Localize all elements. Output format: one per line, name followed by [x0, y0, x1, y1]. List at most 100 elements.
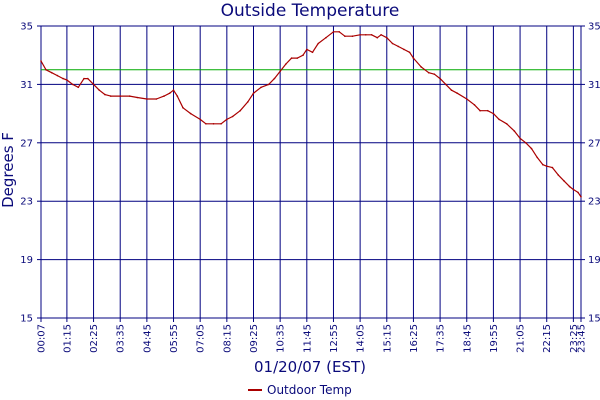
x-tick-label: 11:45: [302, 324, 313, 353]
data-point: [542, 163, 544, 166]
data-point: [427, 71, 430, 74]
data-point: [247, 101, 249, 103]
data-point: [267, 83, 270, 86]
data-point: [239, 109, 241, 112]
x-tick-label: 17:35: [436, 324, 447, 353]
x-tick-label: 08:15: [222, 324, 233, 353]
data-point: [71, 83, 74, 86]
data-point: [50, 71, 53, 74]
data-point: [479, 109, 481, 112]
data-point: [473, 104, 476, 106]
y-tick-label-left: 23: [20, 197, 33, 208]
y-tick-label-right: 15: [588, 314, 600, 325]
data-point: [311, 51, 314, 54]
y-tick-label-right: 27: [588, 138, 600, 149]
data-point: [189, 112, 192, 115]
data-point: [155, 98, 158, 100]
data-point: [505, 123, 508, 125]
data-point: [56, 74, 59, 77]
data-point: [498, 118, 500, 121]
x-tick-label: 18:45: [462, 324, 473, 353]
data-point: [87, 77, 89, 80]
data-point: [338, 31, 341, 33]
y-tick-label-right: 19: [588, 255, 600, 266]
plot-area: [40, 25, 582, 319]
data-point: [408, 51, 411, 54]
data-point: [370, 34, 373, 36]
data-point: [83, 77, 85, 80]
data-point: [306, 48, 308, 51]
data-point: [296, 57, 299, 59]
legend-label-outdoor-temp: Outdoor Temp: [267, 383, 352, 397]
x-tick-label: 10:35: [276, 324, 287, 353]
x-tick-label: 09:25: [249, 324, 260, 353]
data-point: [577, 191, 579, 194]
data-point: [104, 93, 106, 96]
data-point: [285, 63, 287, 65]
data-point: [220, 123, 222, 125]
data-point: [176, 95, 179, 97]
data-point: [376, 36, 379, 39]
y-tick-label-left: 19: [20, 255, 33, 266]
data-point: [168, 92, 171, 94]
data-point: [525, 142, 527, 144]
data-point: [351, 35, 354, 37]
data-point: [439, 77, 441, 80]
data-point: [536, 156, 538, 159]
x-tick-label: 22:15: [542, 324, 553, 353]
data-point: [519, 137, 521, 140]
data-point: [119, 95, 121, 97]
x-tick-label: 19:55: [489, 324, 500, 353]
data-point: [513, 130, 516, 132]
data-point: [325, 36, 327, 39]
data-point: [317, 42, 320, 45]
data-point: [397, 45, 400, 48]
data-point: [182, 107, 184, 109]
x-tick-label: 02:25: [89, 324, 100, 353]
data-point: [450, 89, 453, 91]
x-tick-label: 21:05: [516, 324, 527, 353]
data-point: [92, 83, 95, 86]
data-point: [136, 96, 139, 99]
data-point: [403, 48, 405, 51]
tick-layer: 15 15 19 19 23 23 27 27 31 31 35 35 00:07 01:15 02:25 0…: [20, 22, 600, 353]
x-tick-label: 14:05: [356, 324, 367, 353]
x-axis-label: 01/20/07 (EST): [254, 358, 366, 376]
data-point: [492, 112, 495, 115]
y-tick-label-right: 31: [588, 80, 600, 91]
data-point: [433, 73, 436, 75]
data-point: [226, 118, 228, 121]
x-tick-label: 04:45: [142, 324, 153, 353]
y-tick-label-left: 27: [20, 138, 33, 149]
data-point: [77, 86, 80, 89]
y-tick-label-right: 23: [588, 197, 600, 208]
y-tick-label-left: 31: [20, 80, 33, 91]
data-point: [545, 165, 548, 167]
data-point: [412, 57, 415, 59]
x-tick-label: 16:25: [409, 324, 420, 353]
data-point: [98, 89, 101, 91]
data-point: [456, 92, 459, 94]
data-point: [557, 174, 559, 176]
data-point: [45, 69, 47, 71]
data-point: [205, 123, 207, 125]
x-tick-label: 00:07: [37, 324, 48, 353]
grid-layer: [40, 25, 582, 319]
x-tick-label: 03:35: [116, 324, 127, 353]
data-point: [163, 95, 165, 97]
data-point: [580, 196, 582, 198]
data-point: [568, 185, 571, 188]
data-point: [62, 77, 64, 80]
data-point: [199, 118, 201, 121]
data-point: [386, 36, 388, 39]
y-tick-label-left: 15: [20, 314, 33, 325]
data-point: [344, 35, 346, 37]
data-point: [231, 115, 234, 118]
data-point: [128, 95, 131, 97]
data-point: [332, 31, 335, 33]
data-point: [172, 89, 175, 91]
series-layer: [40, 31, 582, 198]
data-point: [212, 123, 215, 125]
